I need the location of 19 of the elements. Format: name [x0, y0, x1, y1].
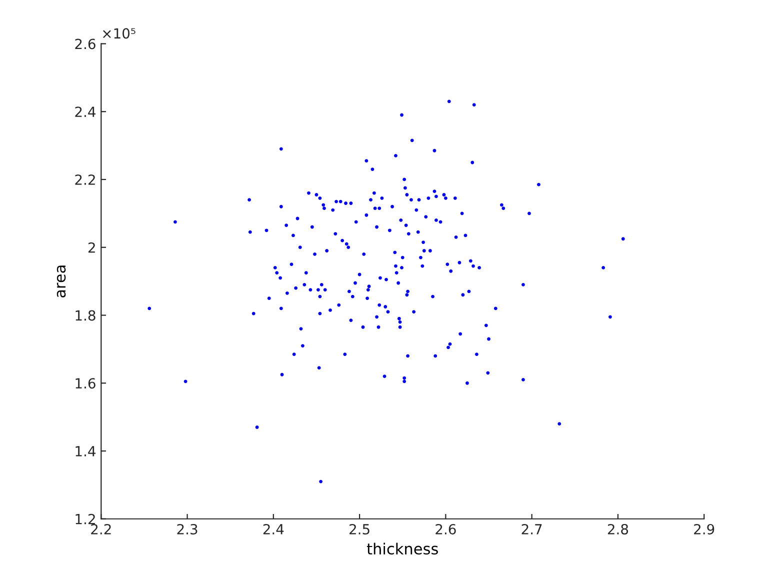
y-tick-label: 2: [88, 242, 95, 253]
x-tick-label: 2.3: [177, 524, 198, 534]
x-tick-label: 2.7: [522, 524, 542, 534]
y-tick-label: 2.4: [75, 106, 96, 117]
y-axis-title: area: [56, 266, 66, 298]
x-tick-label: 2.6: [436, 524, 456, 534]
y-tick-label: 1.2: [76, 514, 95, 524]
x-tick-label: 2.2: [91, 524, 111, 534]
y-tick-label: 2.2: [75, 174, 95, 185]
x-tick-label: 2.4: [263, 524, 284, 534]
x-tick-label: 2.5: [350, 524, 370, 534]
y-tick-label: 1.4: [76, 446, 96, 456]
y-tick-label: 1.6: [76, 378, 96, 389]
y-tick-label: 1.8: [76, 310, 96, 321]
text: ×10⁵: [103, 28, 136, 39]
y-tick-label: 2.6: [75, 38, 96, 50]
x-tick-label: 2.9: [694, 524, 714, 534]
x-tick-label: 2.8: [608, 524, 628, 534]
x-axis-title: thickness: [366, 542, 438, 555]
